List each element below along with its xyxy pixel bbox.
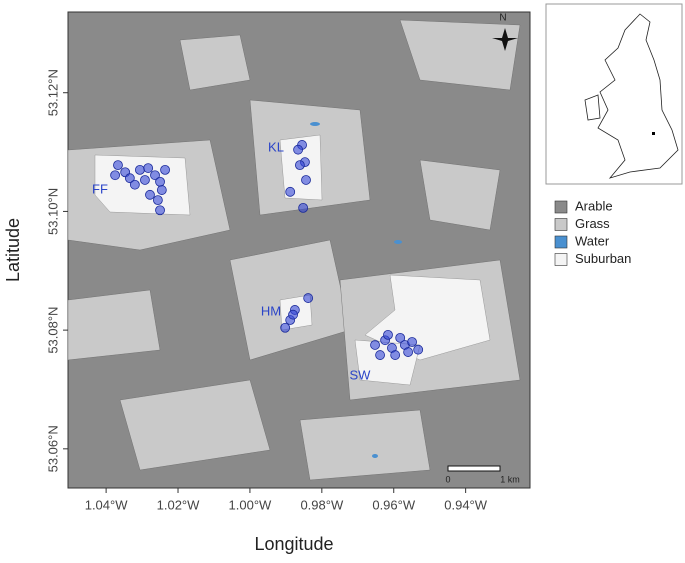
legend-swatch [554, 253, 568, 266]
site-point [285, 186, 296, 197]
y-tick-label: 53.10°N [45, 188, 60, 235]
legend-swatch [554, 200, 568, 214]
legend-swatch [554, 218, 568, 231]
x-tick-label: 1.02°W [157, 497, 201, 512]
site-point [298, 202, 309, 213]
y-axis-title: Latitude [3, 218, 23, 282]
north-arrow: N [492, 13, 518, 51]
site-point [124, 173, 135, 184]
site-point [143, 163, 154, 173]
site-point [403, 347, 414, 357]
legend-label: Grass [575, 216, 610, 231]
site-point [303, 293, 314, 303]
site-point [395, 332, 406, 343]
scale-bar: 0 1 km [445, 465, 520, 484]
site-point [140, 175, 150, 185]
site-point [129, 179, 140, 190]
inset-map [545, 3, 683, 185]
x-tick-label: 0.98°W [300, 497, 344, 512]
site-point [293, 144, 304, 155]
site-point [145, 189, 155, 200]
site-label: HM [261, 303, 281, 318]
site-point [155, 176, 165, 187]
x-tick-label: 1.00°W [229, 497, 273, 512]
site-point [113, 160, 123, 171]
site-label: KL [268, 139, 284, 154]
x-axis-title: Longitude [254, 534, 333, 554]
legend-label: Water [575, 233, 610, 248]
site-point [150, 170, 160, 181]
north-label: N [499, 13, 506, 24]
site-point [294, 160, 305, 171]
legend-swatch [554, 235, 568, 249]
site-label: FF [92, 181, 108, 196]
site-point [383, 329, 393, 340]
y-tick-label: 53.06°N [45, 425, 60, 472]
site-point [155, 205, 165, 216]
site-point [135, 164, 145, 175]
map-background [67, 11, 531, 489]
site-point [110, 170, 120, 181]
y-tick-label: 53.08°N [45, 307, 60, 354]
scale-label: 0 [445, 474, 450, 484]
site-point [160, 164, 170, 175]
site-label: SW [350, 367, 372, 382]
scale-label: 1 km [500, 474, 520, 484]
site-point [413, 344, 424, 355]
site-point [370, 340, 380, 350]
site-point [407, 337, 417, 347]
site-point [390, 350, 401, 360]
x-tick-label: 0.96°W [372, 497, 416, 512]
site-point [301, 175, 311, 185]
site-point [288, 309, 298, 320]
legend-label: Arable [575, 198, 613, 213]
site-point [152, 195, 163, 206]
x-tick-label: 0.94°W [444, 497, 488, 512]
site-point [156, 185, 167, 195]
site-point [375, 350, 385, 360]
x-tick-label: 1.04°W [85, 497, 129, 512]
site-point [280, 322, 291, 333]
legend-label: Suburban [575, 251, 631, 266]
y-tick-label: 53.12°N [45, 69, 60, 116]
